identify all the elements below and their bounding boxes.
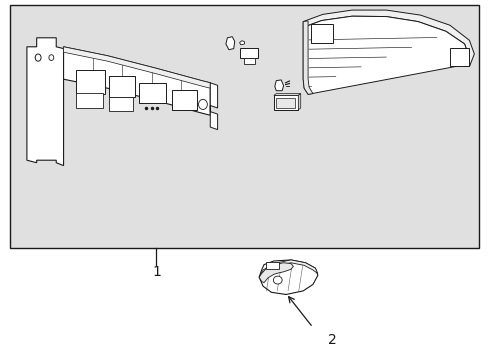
Bar bbox=[273, 95, 298, 110]
Ellipse shape bbox=[35, 54, 41, 61]
Polygon shape bbox=[259, 260, 317, 294]
Bar bbox=[265, 262, 279, 269]
Bar bbox=[276, 98, 294, 108]
Bar bbox=[239, 48, 258, 58]
Polygon shape bbox=[273, 94, 300, 95]
Bar bbox=[449, 48, 468, 66]
Polygon shape bbox=[225, 37, 234, 50]
Polygon shape bbox=[274, 80, 283, 91]
Bar bbox=[76, 93, 102, 108]
Ellipse shape bbox=[49, 55, 54, 60]
Polygon shape bbox=[239, 41, 244, 45]
Bar bbox=[108, 97, 133, 111]
Polygon shape bbox=[259, 263, 293, 283]
Bar bbox=[244, 58, 255, 64]
Polygon shape bbox=[303, 16, 468, 94]
Bar bbox=[310, 24, 332, 43]
Bar bbox=[76, 70, 105, 94]
Bar bbox=[10, 5, 478, 248]
Ellipse shape bbox=[198, 99, 207, 109]
Polygon shape bbox=[63, 47, 210, 115]
Polygon shape bbox=[63, 47, 210, 88]
Polygon shape bbox=[303, 21, 312, 94]
Polygon shape bbox=[298, 94, 300, 110]
Bar bbox=[108, 76, 135, 97]
Polygon shape bbox=[27, 38, 63, 166]
Text: 2: 2 bbox=[327, 333, 336, 347]
Text: 1: 1 bbox=[152, 265, 161, 279]
Bar bbox=[139, 83, 166, 103]
Polygon shape bbox=[303, 10, 473, 67]
Polygon shape bbox=[259, 260, 317, 277]
Ellipse shape bbox=[273, 276, 282, 284]
Polygon shape bbox=[210, 83, 217, 130]
Bar bbox=[172, 90, 196, 110]
